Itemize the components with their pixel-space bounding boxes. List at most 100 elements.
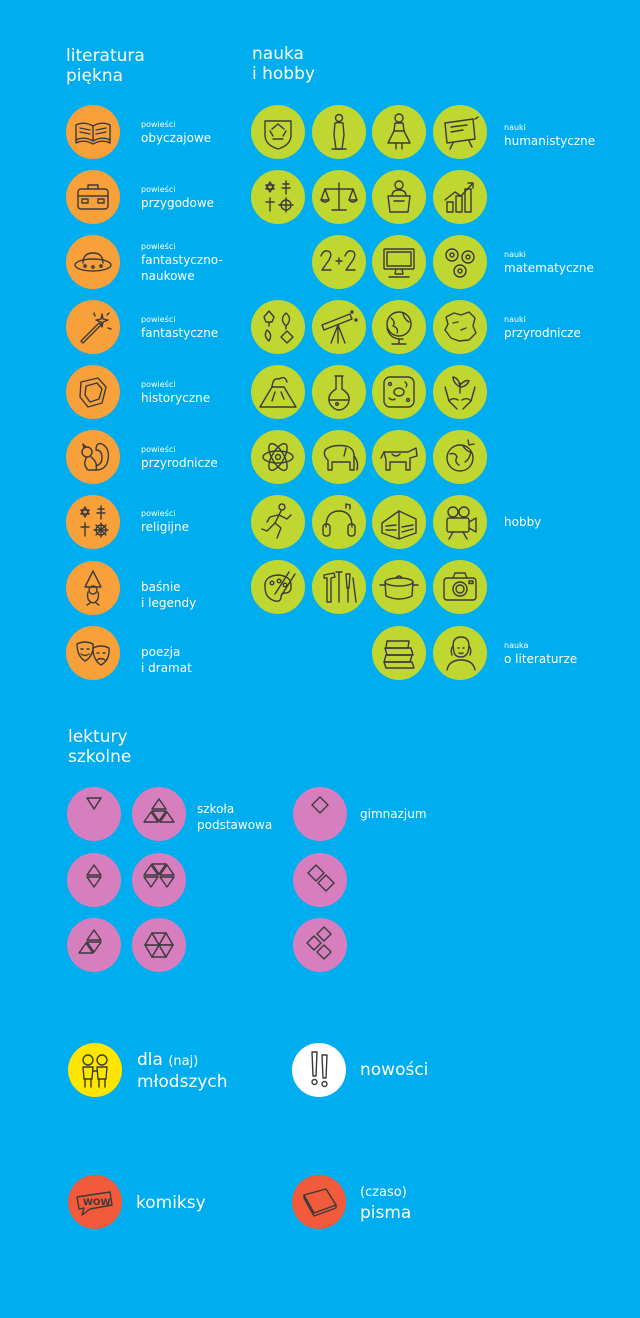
exclamation-marks-icon [311,1051,328,1088]
category-board[interactable] [433,105,487,159]
label-main: humanistyczne [504,134,596,148]
category-headphones[interactable] [312,495,366,549]
category-folk-doll[interactable] [372,105,426,159]
art-palette-icon [264,571,296,602]
grade-4[interactable] [132,787,186,841]
category-growth-chart[interactable] [433,170,487,224]
category-dla-najmlodszych[interactable] [68,1043,122,1097]
math-2plus2-icon [320,250,356,271]
category-speaker-podium[interactable] [372,170,426,224]
category-przygodowe[interactable] [66,170,120,224]
label-main: baśnie [141,580,181,594]
category-fantastyczno-naukowe[interactable] [66,235,120,289]
speaker-podium-icon [387,180,411,213]
category-map[interactable] [433,300,487,354]
category-poezja-i-dramat[interactable] [66,626,120,680]
recycle-shield-icon [264,120,292,150]
label-main: przyrodnicze [141,456,218,470]
label-fantastyczno-naukowe: powieści fantastyczno- naukowe [141,241,223,284]
label-przygodowe: powieści przygodowe [141,184,214,211]
heading-lektury-szkolne: lektury szkolne [68,727,131,767]
scales-icon [320,182,358,211]
earth-icon [446,439,475,472]
gimnazjum-grade-2[interactable] [293,853,347,907]
category-gears[interactable] [433,235,487,289]
category-historyczne[interactable] [66,365,120,419]
category-building[interactable] [372,495,426,549]
category-przyrodnicze[interactable] [66,430,120,484]
category-atom[interactable] [251,430,305,484]
building-icon [381,510,417,540]
grade-6[interactable] [132,918,186,972]
gimnazjum-grade-1[interactable] [293,787,347,841]
category-recycle-shield[interactable] [251,105,305,159]
grade-2[interactable] [67,853,121,907]
triangle-icon [86,797,102,810]
heading-nauka-i-hobby: nauka i hobby [252,44,315,84]
category-books-stack[interactable] [372,626,426,680]
category-scales[interactable] [312,170,366,224]
label-main: fantastyczne [141,326,219,340]
heading-line: literatura [66,46,145,66]
label-small: nauka [504,641,529,650]
label-dla-najmlodszych: dla (naj) młodszych [137,1050,228,1092]
category-art-palette[interactable] [251,560,305,614]
category-flask[interactable] [312,365,366,419]
cow-icon [380,447,418,471]
folk-doll-icon [387,113,411,150]
book-icon [75,122,111,145]
label-main: szkoła [197,802,235,816]
category-elephant[interactable] [312,430,366,484]
globe-icon [386,311,412,345]
gears-icon [445,248,475,278]
category-religions[interactable] [251,170,305,224]
label-main: historyczne [141,391,211,405]
magic-wand-icon [80,312,112,344]
category-tools[interactable] [312,560,366,614]
label-nauki-przyrodnicze: nauki przyrodnicze [504,314,581,341]
label-line-1: dla (naj) [137,1050,228,1072]
category-komiksy[interactable]: WOW [68,1175,122,1229]
category-nowosci[interactable] [292,1043,346,1097]
category-hands-plant[interactable] [433,365,487,419]
grade-5[interactable] [132,853,186,907]
category-cow[interactable] [372,430,426,484]
category-volcano[interactable] [251,365,305,419]
category-fantastyczne[interactable] [66,300,120,354]
category-photo-camera[interactable] [433,560,487,614]
hands-plant-icon [444,376,476,410]
category-basnie-i-legendy[interactable] [66,561,120,615]
category-math-2plus2[interactable] [312,235,366,289]
category-statue[interactable] [312,105,366,159]
label-obyczajowe: powieści obyczajowe [141,119,211,146]
label-mlodszych: młodszych [137,1072,228,1092]
religions-icon [265,180,294,213]
category-leaves[interactable] [251,300,305,354]
category-cell[interactable] [372,365,426,419]
gnome-icon [84,570,102,606]
category-religijne[interactable] [66,495,120,549]
label-main: gimnazjum [360,807,427,821]
label-gimnazjum: gimnazjum [360,806,427,822]
two-diamonds-icon [307,864,335,892]
category-earth[interactable] [433,430,487,484]
category-cooking-pot[interactable] [372,560,426,614]
ufo-icon [74,252,112,272]
magazine-icon [303,1188,337,1217]
label-przyrodnicze-literatura: powieści przyrodnicze [141,444,218,471]
label-main-2: naukowe [141,269,195,283]
category-runner[interactable] [251,495,305,549]
category-computer-monitor[interactable] [372,235,426,289]
category-czasopisma[interactable] [292,1175,346,1229]
cell-icon [383,376,415,408]
category-globe[interactable] [372,300,426,354]
category-film-camera[interactable] [433,495,487,549]
category-obyczajowe[interactable] [66,105,120,159]
label-main: nowości [360,1060,429,1080]
grade-3[interactable] [67,918,121,972]
category-telescope[interactable] [312,300,366,354]
grade-1[interactable] [67,787,121,841]
label-small: powieści [141,380,176,389]
category-writer-portrait[interactable] [433,626,487,680]
gimnazjum-grade-3[interactable] [293,918,347,972]
